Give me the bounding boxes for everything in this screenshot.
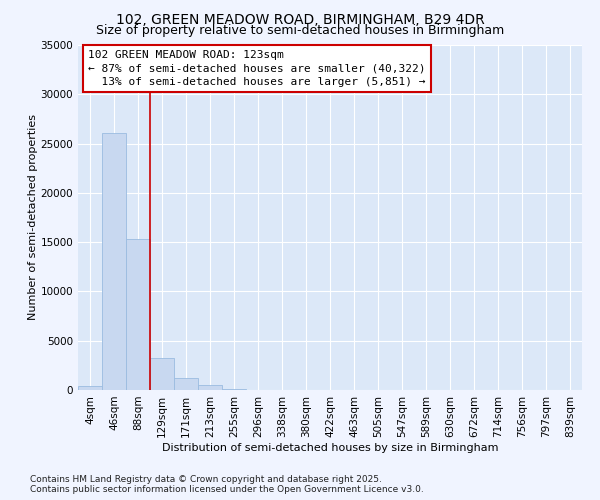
Bar bbox=[198, 385, 222, 390]
Bar bbox=[126, 239, 150, 390]
Text: Size of property relative to semi-detached houses in Birmingham: Size of property relative to semi-detach… bbox=[96, 24, 504, 37]
Y-axis label: Number of semi-detached properties: Number of semi-detached properties bbox=[28, 114, 38, 320]
Bar bbox=[102, 132, 126, 390]
Bar bbox=[222, 389, 246, 390]
Bar bbox=[150, 358, 174, 390]
Text: Contains HM Land Registry data © Crown copyright and database right 2025.
Contai: Contains HM Land Registry data © Crown c… bbox=[30, 474, 424, 494]
Bar bbox=[174, 378, 198, 390]
Text: 102, GREEN MEADOW ROAD, BIRMINGHAM, B29 4DR: 102, GREEN MEADOW ROAD, BIRMINGHAM, B29 … bbox=[116, 12, 484, 26]
Bar bbox=[78, 386, 102, 390]
X-axis label: Distribution of semi-detached houses by size in Birmingham: Distribution of semi-detached houses by … bbox=[162, 442, 498, 452]
Text: 102 GREEN MEADOW ROAD: 123sqm
← 87% of semi-detached houses are smaller (40,322): 102 GREEN MEADOW ROAD: 123sqm ← 87% of s… bbox=[88, 50, 425, 86]
